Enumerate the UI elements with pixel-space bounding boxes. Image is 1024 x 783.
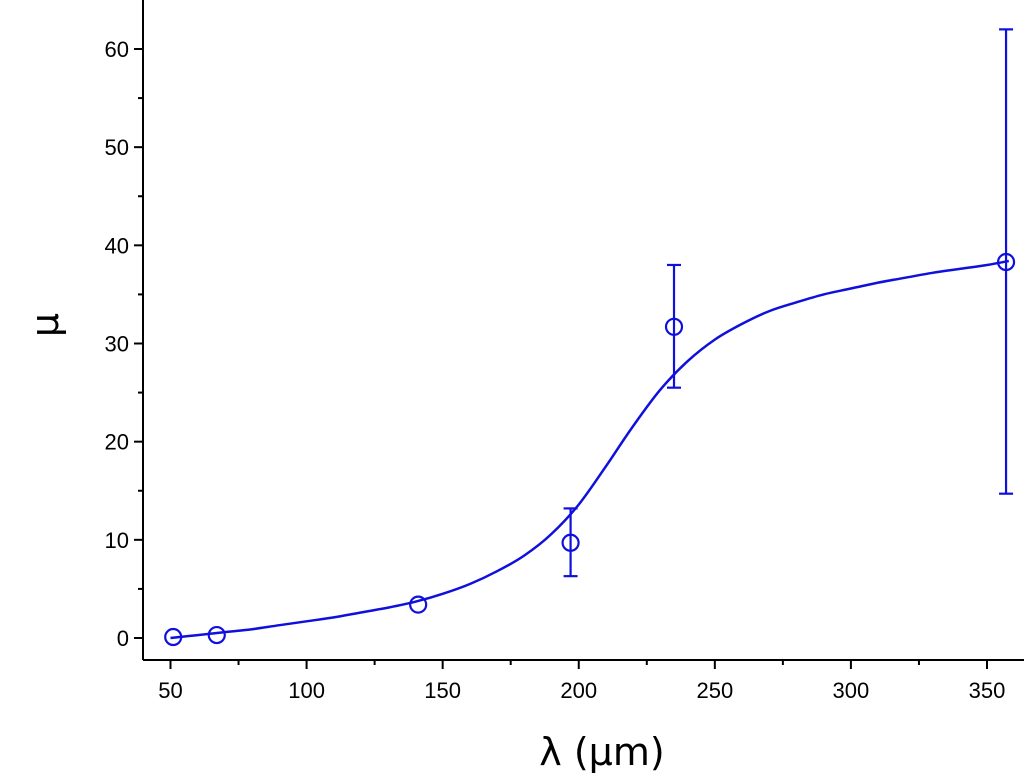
x-tick-label: 100	[288, 678, 325, 703]
y-tick-label: 0	[117, 626, 129, 651]
y-tick-label: 60	[105, 37, 129, 62]
fit-curve	[170, 259, 1010, 640]
y-tick-label: 20	[105, 430, 129, 455]
y-tick-label: 50	[105, 135, 129, 160]
data-point	[164, 627, 183, 647]
x-tick-label: 50	[158, 678, 182, 703]
axes	[142, 0, 1024, 661]
ticks	[134, 48, 988, 669]
x-tick-label: 250	[696, 678, 733, 703]
errorbar-layer	[563, 28, 1014, 578]
x-tick-label: 150	[424, 678, 461, 703]
x-tick-label: 200	[560, 678, 597, 703]
y-tick-label: 40	[105, 233, 129, 258]
data-point	[409, 595, 428, 614]
data-point	[561, 533, 580, 552]
x-tick-label: 300	[833, 678, 870, 703]
fit-layer	[170, 259, 1010, 640]
y-tick-label: 10	[105, 528, 129, 553]
x-tick-label: 350	[969, 678, 1006, 703]
data-point	[207, 625, 226, 645]
y-axis-title: μ	[23, 313, 67, 337]
point-layer	[164, 252, 1016, 647]
data-point	[996, 252, 1016, 272]
tick-labels: 50 100 150 200 250 300 350 0 10 20 30 40 50 60	[105, 37, 1006, 703]
y-tick-label: 30	[105, 332, 129, 357]
data-point	[664, 317, 684, 336]
x-axis-title: λ (μm)	[539, 730, 664, 774]
